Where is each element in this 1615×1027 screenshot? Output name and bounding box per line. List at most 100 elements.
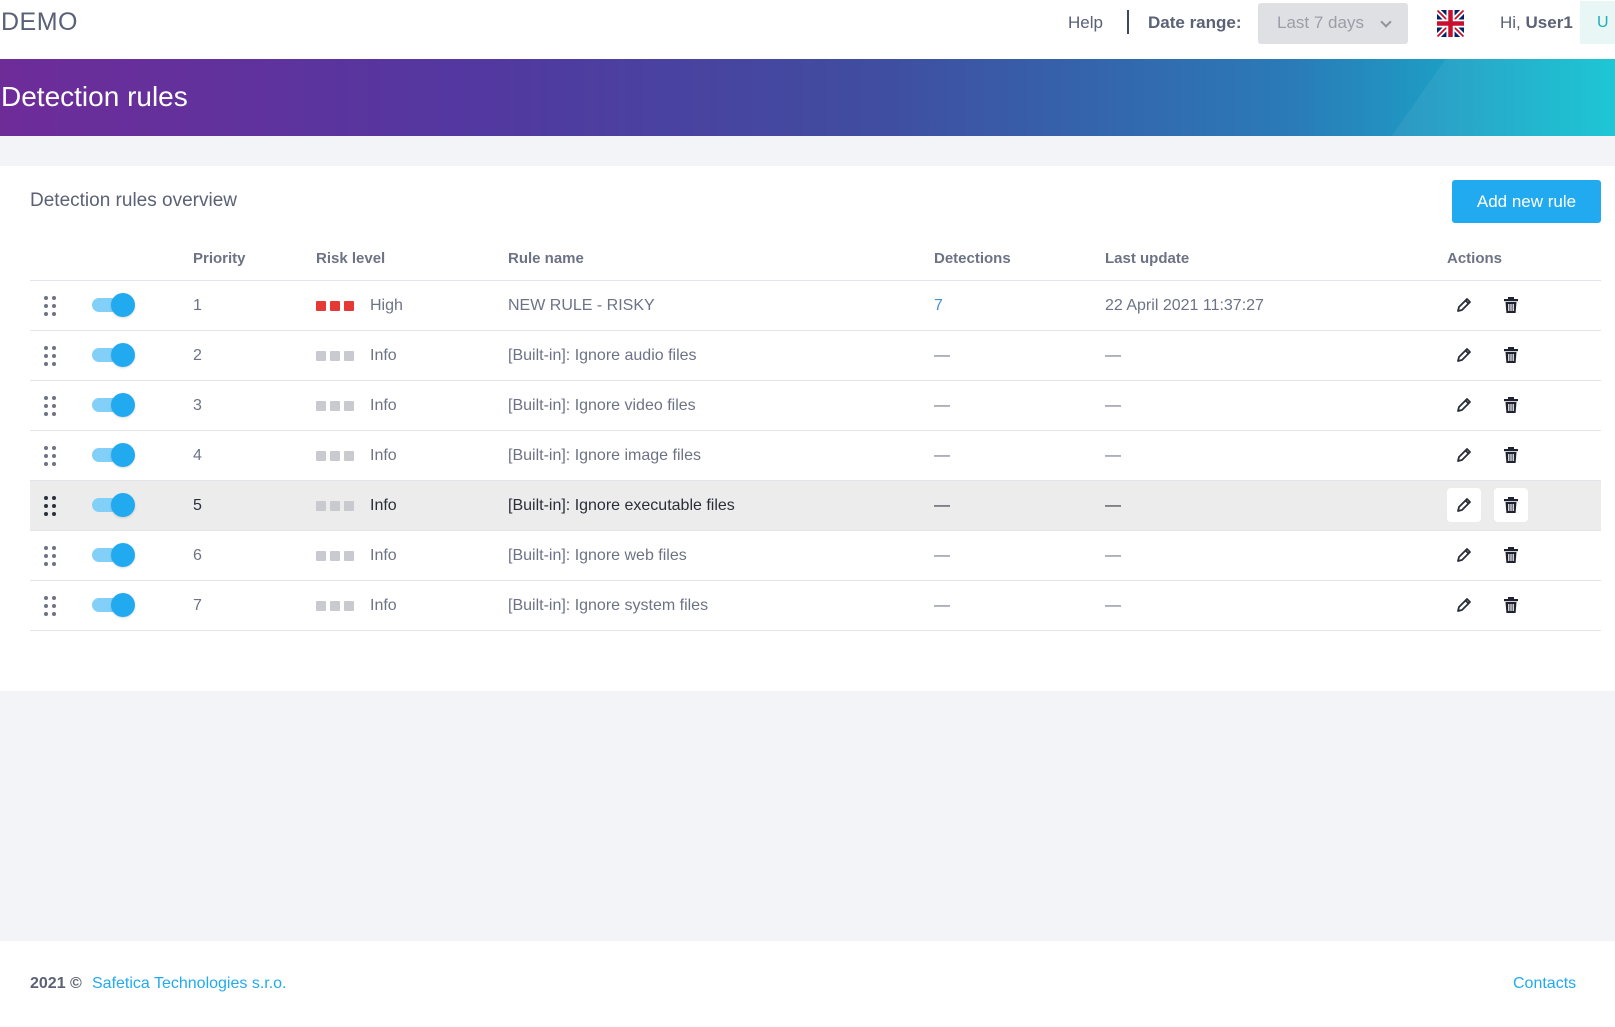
detections-cell: —	[934, 447, 950, 464]
company-link[interactable]: Safetica Technologies s.r.o.	[92, 975, 287, 992]
delete-rule-button[interactable]	[1494, 538, 1528, 572]
edit-rule-button[interactable]	[1447, 338, 1481, 372]
rule-enabled-toggle[interactable]	[92, 593, 136, 617]
trash-icon	[1504, 347, 1518, 363]
delete-rule-button[interactable]	[1494, 588, 1528, 622]
last-update-cell: —	[1105, 397, 1121, 414]
detections-cell: —	[934, 497, 950, 514]
rule-name-cell[interactable]: [Built-in]: Ignore video files	[508, 397, 696, 414]
contacts-link[interactable]: Contacts	[1513, 975, 1577, 992]
trash-icon	[1504, 597, 1518, 613]
table-row[interactable]: 2 Info [Built-in]: Ignore audio files — —	[30, 331, 1601, 381]
app-logo[interactable]: DEMO	[1, 8, 78, 36]
table-row[interactable]: 3 Info [Built-in]: Ignore video files — —	[30, 381, 1601, 431]
column-risk-level[interactable]: Risk level	[316, 250, 386, 267]
trash-icon	[1504, 297, 1518, 313]
avatar[interactable]: U	[1580, 1, 1615, 44]
risk-level-indicator	[316, 501, 356, 511]
pencil-icon	[1457, 548, 1471, 562]
edit-rule-button[interactable]	[1447, 388, 1481, 422]
drag-handle-icon[interactable]	[44, 546, 56, 566]
rule-name-cell[interactable]: [Built-in]: Ignore web files	[508, 547, 687, 564]
rules-card: Detection rules overview Add new rule Pr…	[0, 166, 1615, 691]
detections-cell[interactable]: 7	[934, 297, 943, 314]
rule-enabled-toggle[interactable]	[92, 493, 136, 517]
table-row[interactable]: 6 Info [Built-in]: Ignore web files — —	[30, 531, 1601, 581]
table-body: 1 High NEW RULE - RISKY 7 22 April 2021 11:3…	[30, 281, 1601, 631]
top-bar: DEMO Help Date range: Last 7 days Hi, Us…	[0, 0, 1615, 59]
risk-level-label: Info	[370, 547, 397, 564]
risk-level-label: Info	[370, 447, 397, 464]
uk-flag-icon[interactable]	[1437, 10, 1464, 37]
priority-cell: 5	[193, 497, 202, 514]
column-detections[interactable]: Detections	[934, 250, 1011, 267]
help-link[interactable]: Help	[1068, 13, 1103, 32]
priority-cell: 7	[193, 597, 202, 614]
drag-handle-icon[interactable]	[44, 446, 56, 466]
edit-rule-button[interactable]	[1447, 588, 1481, 622]
detections-cell: —	[934, 347, 950, 364]
detections-cell: —	[934, 597, 950, 614]
last-update-cell: —	[1105, 597, 1121, 614]
delete-rule-button[interactable]	[1494, 388, 1528, 422]
table-row[interactable]: 5 Info [Built-in]: Ignore executable files…	[30, 481, 1601, 531]
edit-rule-button[interactable]	[1447, 538, 1481, 572]
rule-name-cell[interactable]: [Built-in]: Ignore image files	[508, 447, 701, 464]
date-range-label: Date range:	[1148, 13, 1242, 32]
trash-icon	[1504, 497, 1518, 513]
priority-cell: 4	[193, 447, 202, 464]
pencil-icon	[1457, 598, 1471, 612]
card-title: Detection rules overview	[30, 190, 237, 211]
pencil-icon	[1457, 348, 1471, 362]
rule-name-cell[interactable]: [Built-in]: Ignore executable files	[508, 497, 735, 514]
last-update-cell: —	[1105, 447, 1121, 464]
last-update-cell: 22 April 2021 11:37:27	[1105, 297, 1264, 314]
delete-rule-button[interactable]	[1494, 338, 1528, 372]
rule-enabled-toggle[interactable]	[92, 343, 136, 367]
column-priority[interactable]: Priority	[193, 250, 246, 267]
page-title: Detection rules	[1, 81, 188, 112]
risk-level-label: High	[370, 297, 403, 314]
rules-table: Priority Risk level Rule name Detections…	[30, 238, 1601, 631]
footer: 2021 © Safetica Technologies s.r.o. Cont…	[0, 941, 1615, 1027]
risk-level-indicator	[316, 301, 356, 311]
priority-cell: 2	[193, 347, 202, 364]
add-new-rule-button[interactable]: Add new rule	[1452, 180, 1601, 223]
drag-handle-icon[interactable]	[44, 346, 56, 366]
delete-rule-button[interactable]	[1494, 288, 1528, 322]
delete-rule-button[interactable]	[1494, 438, 1528, 472]
edit-rule-button[interactable]	[1447, 438, 1481, 472]
rule-enabled-toggle[interactable]	[92, 293, 136, 317]
risk-level-indicator	[316, 451, 356, 461]
table-row[interactable]: 4 Info [Built-in]: Ignore image files — —	[30, 431, 1601, 481]
user-greeting[interactable]: Hi, User1	[1500, 13, 1573, 33]
risk-level-indicator	[316, 551, 356, 561]
drag-handle-icon[interactable]	[44, 496, 56, 516]
edit-rule-button[interactable]	[1447, 288, 1481, 322]
table-row[interactable]: 1 High NEW RULE - RISKY 7 22 April 2021 11:3…	[30, 281, 1601, 331]
rule-enabled-toggle[interactable]	[92, 443, 136, 467]
drag-handle-icon[interactable]	[44, 396, 56, 416]
detections-cell: —	[934, 547, 950, 564]
rule-name-cell[interactable]: NEW RULE - RISKY	[508, 297, 655, 314]
drag-handle-icon[interactable]	[44, 596, 56, 616]
column-rule-name[interactable]: Rule name	[508, 250, 584, 267]
drag-handle-icon[interactable]	[44, 296, 56, 316]
last-update-cell: —	[1105, 347, 1121, 364]
rule-enabled-toggle[interactable]	[92, 543, 136, 567]
rule-name-cell[interactable]: [Built-in]: Ignore system files	[508, 597, 709, 614]
trash-icon	[1504, 397, 1518, 413]
table-row[interactable]: 7 Info [Built-in]: Ignore system files — —	[30, 581, 1601, 631]
chevron-down-icon	[1380, 16, 1392, 28]
pencil-icon	[1457, 298, 1471, 312]
trash-icon	[1504, 447, 1518, 463]
column-last-update[interactable]: Last update	[1105, 250, 1190, 267]
header-divider	[1127, 10, 1129, 34]
date-range-select[interactable]: Last 7 days	[1258, 3, 1408, 44]
rule-name-cell[interactable]: [Built-in]: Ignore audio files	[508, 347, 697, 364]
risk-level-label: Info	[370, 347, 397, 364]
delete-rule-button[interactable]	[1494, 488, 1528, 522]
edit-rule-button[interactable]	[1447, 488, 1481, 522]
rule-enabled-toggle[interactable]	[92, 393, 136, 417]
risk-level-label: Info	[370, 597, 397, 614]
